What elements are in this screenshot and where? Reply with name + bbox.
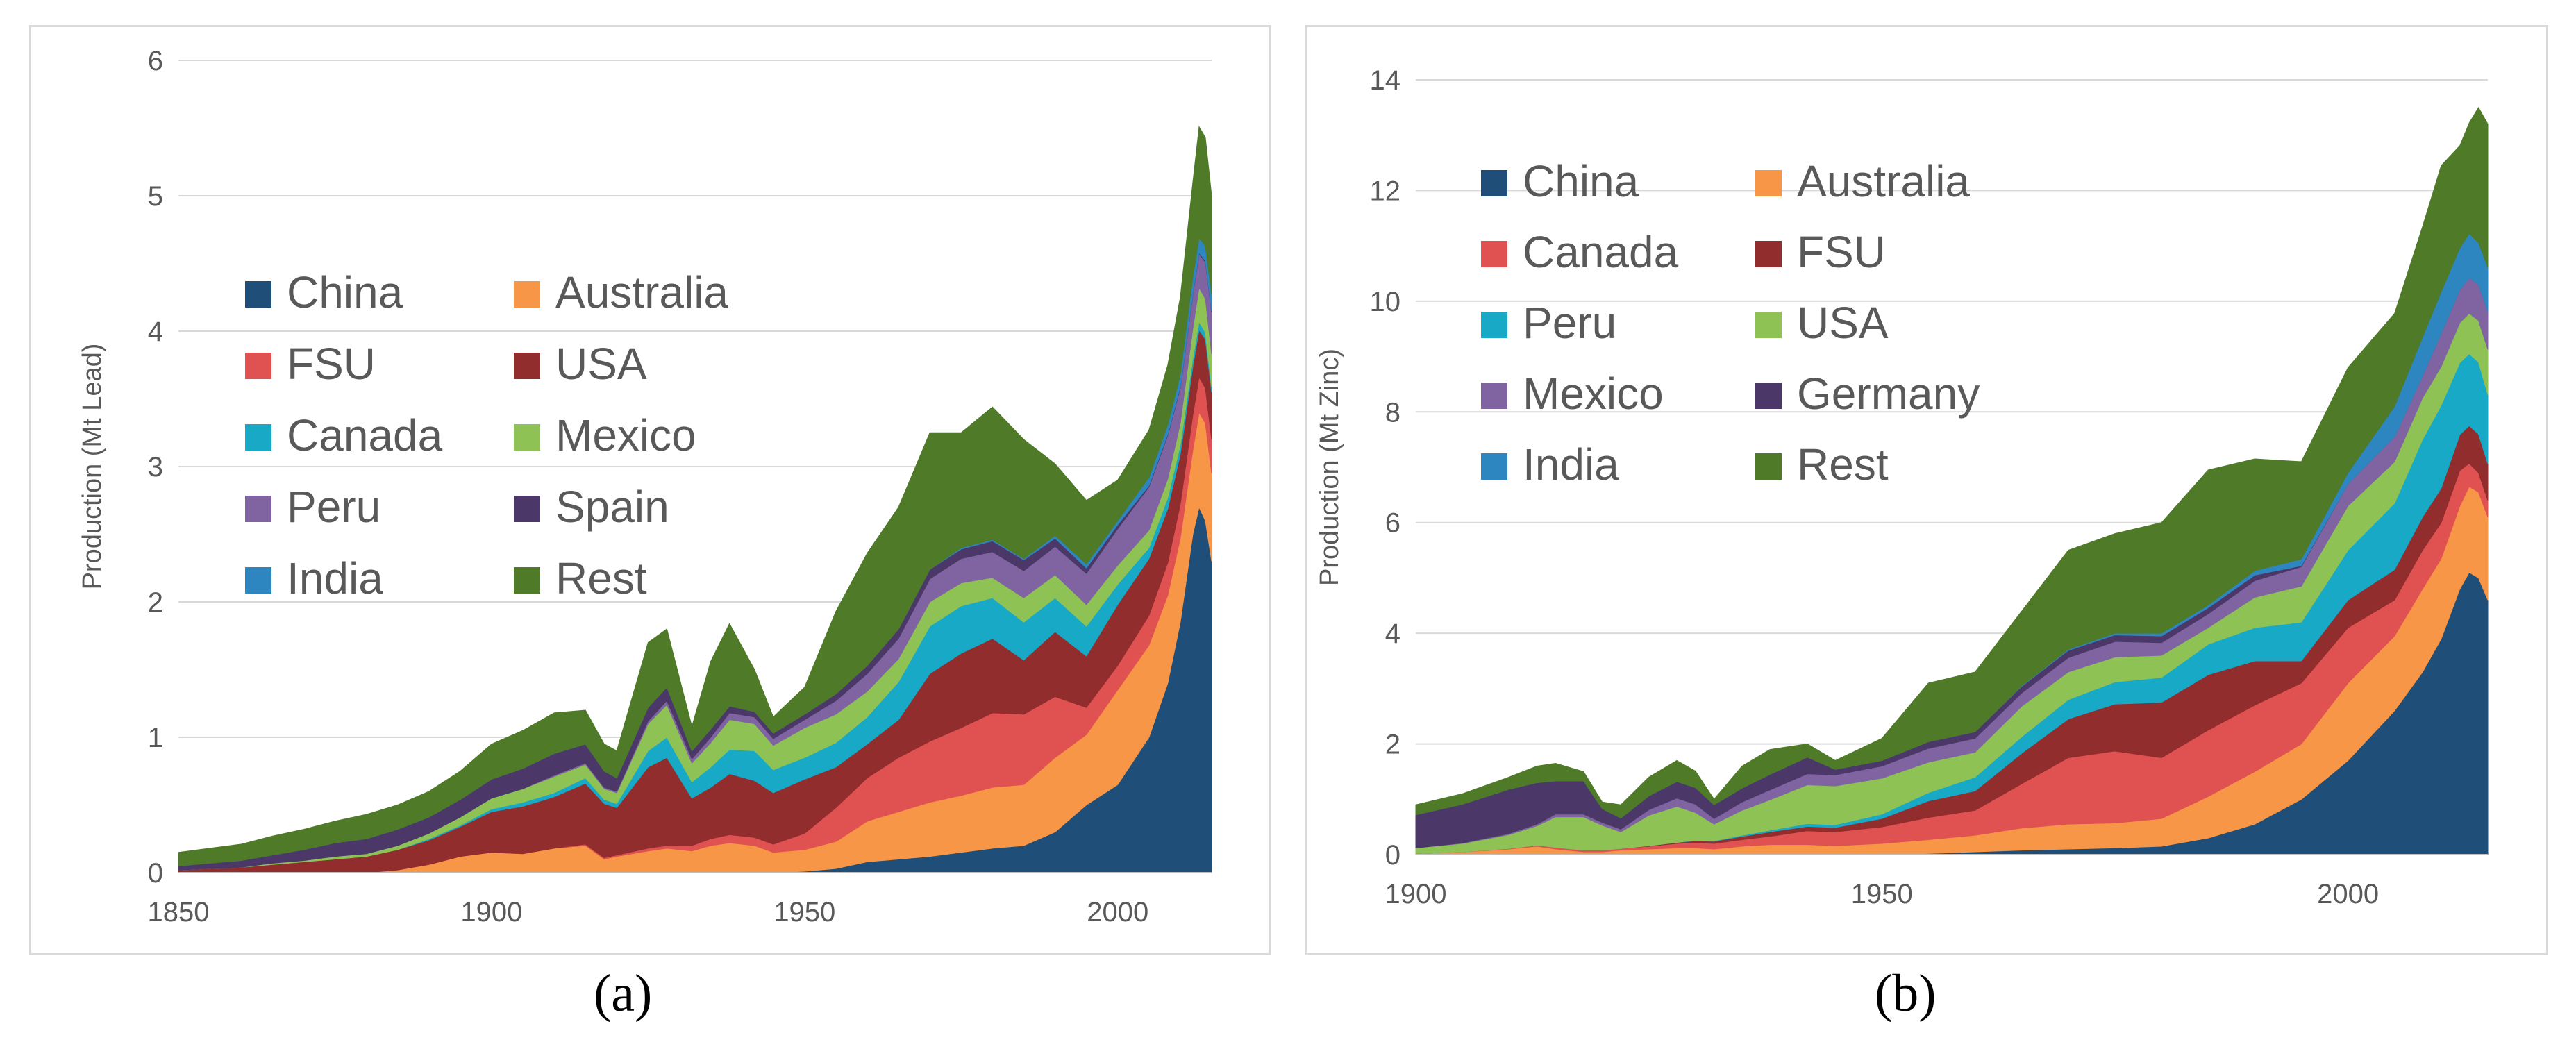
legend-swatch-usa: [1755, 312, 1782, 338]
y-tick-label: 4: [1385, 619, 1400, 649]
legend-swatch-india: [245, 567, 271, 594]
legend-swatch-australia: [514, 281, 540, 308]
legend-swatch-canada: [1481, 241, 1507, 267]
y-tick-label: 0: [1385, 840, 1400, 871]
y-tick-label: 0: [148, 858, 163, 889]
legend-label-peru: Peru: [287, 482, 380, 532]
panel-label-a: (a): [594, 964, 653, 1023]
y-tick-label: 6: [1385, 508, 1400, 539]
legend-swatch-rest: [514, 567, 540, 594]
x-tick-label: 2000: [1087, 897, 1148, 927]
y-axis-label: Production (Mt Zinc): [1315, 349, 1344, 586]
y-tick-label: 6: [148, 46, 163, 76]
legend-label-usa: USA: [555, 339, 647, 389]
x-tick-label: 1950: [773, 897, 835, 927]
legend-swatch-australia: [1755, 170, 1782, 196]
y-tick-label: 8: [1385, 397, 1400, 428]
legend-swatch-peru: [1481, 312, 1507, 338]
x-tick-label: 1850: [148, 897, 210, 927]
legend-swatch-rest: [1755, 453, 1782, 480]
legend-swatch-mexico: [514, 424, 540, 451]
panel-label-b: (b): [1875, 964, 1937, 1023]
legend-label-peru: Peru: [1523, 298, 1616, 348]
legend-swatch-china: [245, 281, 271, 308]
y-tick-label: 4: [148, 317, 163, 347]
legend-swatch-china: [1481, 170, 1507, 196]
legend-swatch-usa: [514, 353, 540, 379]
legend-swatch-spain: [514, 496, 540, 522]
legend-label-australia: Australia: [555, 267, 728, 317]
legend-swatch-india: [1481, 453, 1507, 480]
legend-label-canada: Canada: [287, 410, 443, 460]
legend-label-rest: Rest: [1797, 439, 1889, 489]
legend-swatch-fsu: [245, 353, 271, 379]
chart-panel-b: 0 2 4 6 8 10 12 14 1900 1950 2000 Production (Mt Zi…: [1305, 25, 2548, 955]
legend-label-mexico: Mexico: [1523, 369, 1664, 419]
legend-label-india: India: [1523, 439, 1619, 489]
y-tick-label: 1: [148, 723, 163, 753]
y-tick-label: 3: [148, 452, 163, 482]
legend-swatch-peru: [245, 496, 271, 522]
legend-label-fsu: FSU: [287, 339, 376, 389]
legend-swatch-fsu: [1755, 241, 1782, 267]
legend-label-china: China: [287, 267, 403, 317]
y-tick-label: 12: [1370, 176, 1401, 206]
x-tick-label: 1900: [1385, 879, 1447, 909]
area-series-rest: [178, 125, 1212, 866]
legend-label-germany: Germany: [1797, 369, 1980, 419]
zinc-production-chart: 0 2 4 6 8 10 12 14 1900 1950 2000 Production (Mt Zi…: [1315, 65, 2489, 909]
y-tick-label: 2: [1385, 730, 1400, 760]
legend-label-india: India: [287, 553, 383, 603]
legend-label-spain: Spain: [555, 482, 669, 532]
legend-label-fsu: FSU: [1797, 227, 1886, 277]
y-tick-label: 2: [148, 587, 163, 618]
legend-label-canada: Canada: [1523, 227, 1679, 277]
area-series-rest: [1415, 106, 2489, 818]
y-axis-label: Production (Mt Lead): [78, 344, 107, 590]
legend-label-china: China: [1523, 156, 1639, 206]
legend-label-rest: Rest: [555, 553, 647, 603]
legend-label-usa: USA: [1797, 298, 1889, 348]
x-tick-label: 1900: [460, 897, 522, 927]
y-tick-label: 5: [148, 181, 163, 212]
lead-production-chart: 0 1 2 3 4 5 6 1850 1900 1950 2000 Production (Mt Le…: [78, 46, 1212, 927]
legend-swatch-germany: [1755, 383, 1782, 409]
y-tick-label: 14: [1370, 65, 1401, 96]
y-tick-label: 10: [1370, 287, 1401, 317]
legend-swatch-mexico: [1481, 383, 1507, 409]
chart-panel-a: 0 1 2 3 4 5 6 1850 1900 1950 2000 Production (Mt Le…: [29, 25, 1271, 955]
legend-swatch-canada: [245, 424, 271, 451]
x-tick-label: 2000: [2317, 879, 2379, 909]
legend-label-australia: Australia: [1797, 156, 1970, 206]
legend-label-mexico: Mexico: [555, 410, 696, 460]
x-tick-label: 1950: [1851, 879, 1913, 909]
